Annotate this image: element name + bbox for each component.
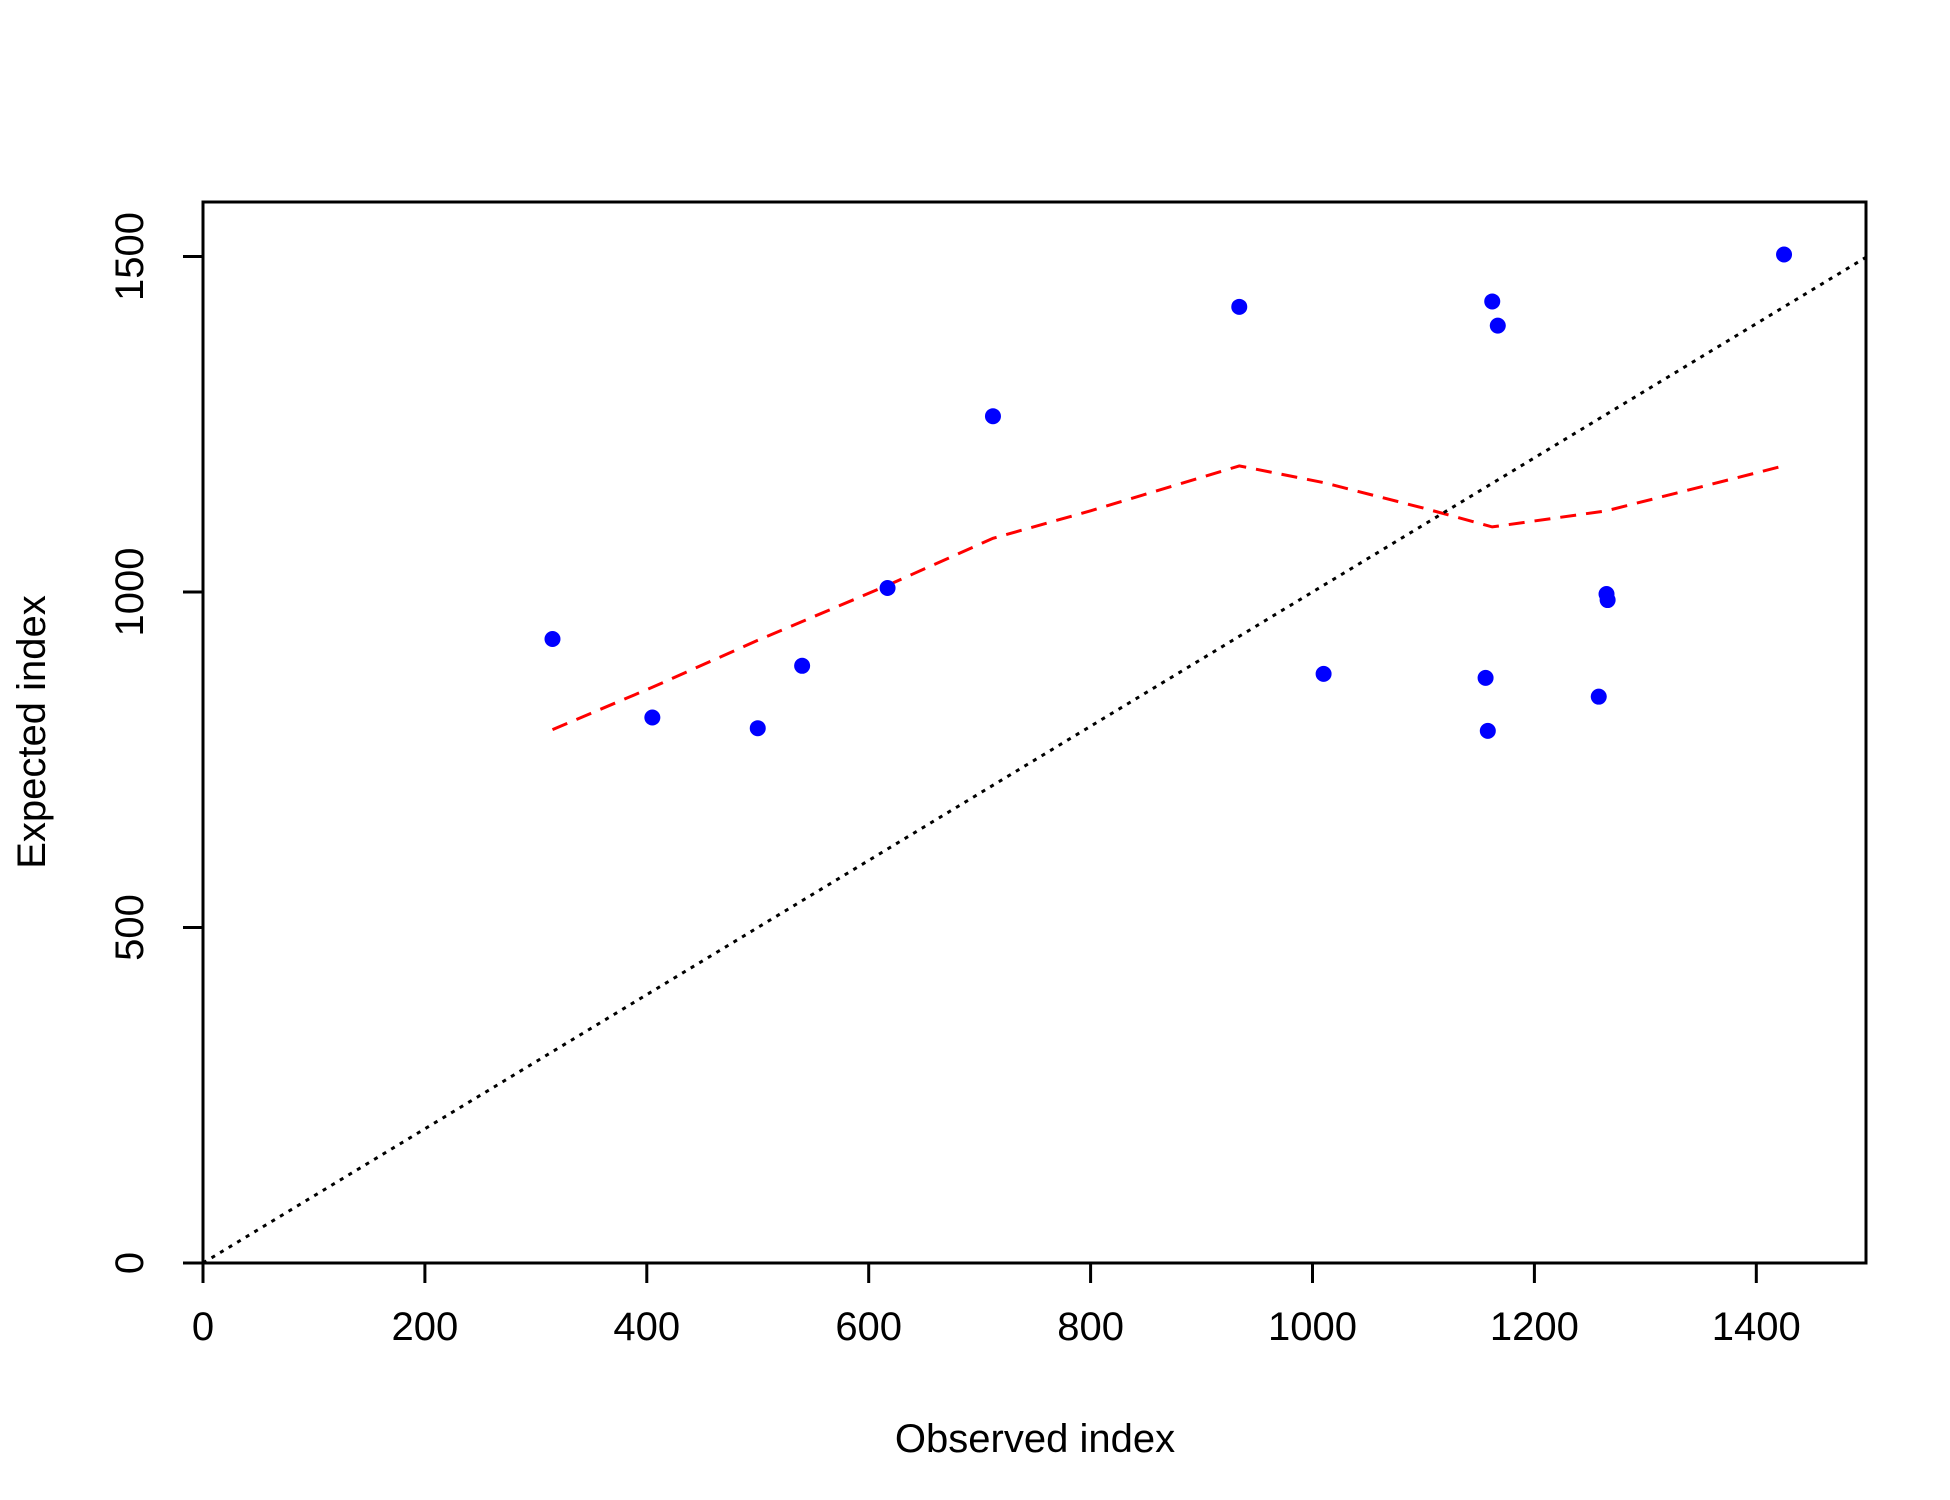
- data-point: [1477, 669, 1494, 686]
- data-point: [644, 709, 661, 726]
- lines-layer: [202, 255, 1869, 1265]
- x-tick-label: 400: [613, 1305, 680, 1349]
- plot-frame: [201, 200, 1868, 1265]
- y-tick-label: 0: [108, 1252, 152, 1274]
- data-point: [984, 408, 1001, 425]
- x-tick-label: 1400: [1712, 1305, 1801, 1349]
- data-point: [794, 657, 811, 674]
- data-point: [1489, 317, 1506, 334]
- data-point: [1479, 722, 1496, 739]
- y-tick-label: 1500: [108, 212, 152, 301]
- data-point: [1599, 592, 1616, 609]
- data-point: [1590, 688, 1607, 705]
- data-point: [749, 720, 766, 737]
- data-point: [879, 579, 896, 596]
- x-axis-title: Observed index: [895, 1417, 1175, 1461]
- x-axis: 0 200 400 600 800 1000 1200 1400: [192, 1261, 1801, 1349]
- data-point: [1776, 246, 1793, 263]
- data-point: [544, 630, 561, 647]
- identity-reference-line: [202, 255, 1869, 1265]
- x-tick-label: 200: [392, 1305, 459, 1349]
- smooth-trend-line: [551, 464, 1779, 731]
- data-point: [1484, 293, 1501, 310]
- data-point: [1231, 298, 1248, 315]
- points-layer: [544, 246, 1793, 739]
- y-tick-label: 500: [108, 894, 152, 961]
- x-tick-label: 1000: [1268, 1305, 1357, 1349]
- y-axis: 0 500 1000 1500: [108, 212, 205, 1274]
- x-tick-label: 1200: [1490, 1305, 1579, 1349]
- y-axis-title: Expected index: [10, 595, 54, 869]
- data-point: [1315, 665, 1332, 682]
- x-tick-label: 600: [835, 1305, 902, 1349]
- x-tick-label: 800: [1057, 1305, 1124, 1349]
- y-tick-label: 1000: [108, 548, 152, 637]
- x-tick-label: 0: [192, 1305, 214, 1349]
